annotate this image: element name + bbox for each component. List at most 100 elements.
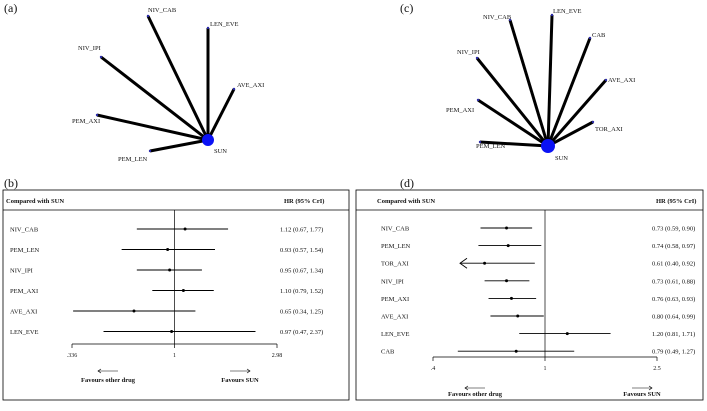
edge-ave-axi <box>546 79 608 147</box>
panel-label-b: (b) <box>4 176 18 190</box>
point-pem-axi <box>181 289 185 292</box>
node-pem-axi <box>476 98 480 102</box>
node-pem-len <box>478 140 482 144</box>
node-label-ave-axi: AVE_AXI <box>237 82 264 89</box>
node-ave-axi <box>604 78 608 82</box>
edge-ave-axi <box>206 88 236 141</box>
row-label-pem-axi: PEM_AXI <box>10 288 38 295</box>
header-hr: HR (95% CrI) <box>656 198 696 205</box>
favours-left-arrow <box>464 385 485 391</box>
row-label-ave-axi: AVE_AXI <box>10 309 37 316</box>
row-label-ave-axi: AVE_AXI <box>381 314 408 321</box>
point-niv-cab <box>183 227 187 231</box>
edge-cab <box>546 37 592 147</box>
row-hr-niv-cab: 1.12 (0.67, 1.77) <box>280 227 323 234</box>
node-niv-cab <box>146 14 150 18</box>
network-c: NIV_CAB LEN_EVE CAB NIV_IPI AVE_AXI PEM_AXI TO… <box>446 8 635 162</box>
node-label-ave-axi: AVE_AXI <box>608 77 635 84</box>
node-niv-ipi <box>475 56 479 60</box>
point-niv-ipi <box>505 279 509 283</box>
node-len-eve <box>206 26 210 30</box>
x-tick-label-2: 2.5 <box>653 366 661 372</box>
node-cab <box>588 36 592 40</box>
node-label-niv-ipi: NIV_IPI <box>457 49 480 56</box>
point-niv-cab <box>505 226 509 230</box>
forest-frame <box>355 189 704 401</box>
node-label-pem-axi: PEM_AXI <box>446 107 474 114</box>
point-ave-axi <box>132 309 136 313</box>
x-tick-label-1: 1 <box>544 366 547 372</box>
row-hr-len-eve: 1.20 (0.81, 1.71) <box>652 331 695 338</box>
favours-left-label: Favours other drug <box>81 377 136 384</box>
edge-tor-axi <box>547 120 594 148</box>
node-ave-axi <box>232 87 236 91</box>
node-label-sun: SUN <box>214 148 227 155</box>
panel-label-a: (a) <box>4 1 17 15</box>
node-label-tor-axi: TOR_AXI <box>595 126 623 133</box>
edge-len-eve <box>546 14 554 147</box>
node-niv-cab <box>508 18 512 22</box>
point-pem-len <box>166 248 170 251</box>
point-niv-ipi <box>168 268 172 272</box>
row-hr-pem-axi: 1.10 (0.79, 1.52) <box>280 288 323 295</box>
node-label-pem-len: PEM_LEN <box>118 156 148 163</box>
row-label-niv-ipi: NIV_IPI <box>381 278 404 285</box>
x-tick-label-0: .4 <box>431 366 436 372</box>
node-label-len-eve: LEN_EVE <box>553 8 582 15</box>
node-len-eve <box>550 13 554 17</box>
row-hr-niv-cab: 0.73 (0.59, 0.90) <box>652 226 695 233</box>
row-hr-len-eve: 0.97 (0.47, 2.37) <box>280 329 323 336</box>
header-compared: Compared with SUN <box>6 198 64 205</box>
edge-niv-ipi <box>475 57 550 147</box>
edge-pem-len <box>479 140 549 148</box>
row-hr-niv-ipi: 0.73 (0.61, 0.88) <box>652 278 695 285</box>
point-cab <box>514 349 518 353</box>
x-tick-label-0: .336 <box>67 353 78 359</box>
node-label-niv-cab: NIV_CAB <box>148 7 177 14</box>
node-sun <box>541 139 555 153</box>
row-label-pem-len: PEM_LEN <box>10 247 40 254</box>
network-a: NIV_CAB LEN_EVE NIV_IPI AVE_AXI PEM_AXI PEM_L… <box>72 7 264 163</box>
row-label-pem-axi: PEM_AXI <box>381 296 409 303</box>
panel-label-c: (c) <box>400 1 413 15</box>
point-len-eve <box>170 330 174 333</box>
forest-frame <box>2 189 350 401</box>
edge-pem-axi <box>477 98 549 148</box>
favours-left-arrow <box>97 368 118 374</box>
node-label-sun: SUN <box>555 155 568 162</box>
row-label-len-eve: LEN_EVE <box>381 331 410 338</box>
node-label-pem-axi: PEM_AXI <box>72 118 100 125</box>
row-hr-ave-axi: 0.65 (0.34, 1.25) <box>280 309 323 316</box>
node-label-pem-len: PEM_LEN <box>476 143 506 150</box>
point-ave-axi <box>516 314 520 318</box>
node-label-len-eve: LEN_EVE <box>210 21 239 28</box>
point-pem-axi <box>509 296 513 300</box>
favours-right-label: Favours SUN <box>623 391 661 398</box>
favours-right-arrow <box>230 368 251 374</box>
row-label-pem-len: PEM_LEN <box>381 243 411 250</box>
forest-plot-d: Compared with SUN HR (95% CrI) .4 1 2.5 NIV_C… <box>355 189 704 401</box>
row-label-tor-axi: TOR_AXI <box>381 261 409 268</box>
node-label-niv-cab: NIV_CAB <box>483 14 512 21</box>
favours-left-label: Favours other drug <box>448 391 503 398</box>
favours-right-label: Favours SUN <box>221 377 259 384</box>
row-hr-pem-len: 0.74 (0.58, 0.97) <box>652 243 695 250</box>
ci-arrow-tor-axi <box>459 257 468 269</box>
row-label-niv-ipi: NIV_IPI <box>10 268 33 275</box>
edge-niv-ipi <box>100 55 209 142</box>
row-hr-cab: 0.79 (0.49, 1.27) <box>652 349 695 356</box>
edge-niv-cab <box>146 15 210 141</box>
x-tick-label-2: 2.98 <box>272 353 283 359</box>
forest-plot-b: Compared with SUN HR (95% CrI) .336 1 2.98 NI… <box>2 189 350 401</box>
node-sun <box>202 134 214 146</box>
edge-pem-len <box>149 138 209 153</box>
node-pem-len <box>148 149 152 153</box>
row-hr-pem-axi: 0.76 (0.63, 0.93) <box>652 296 695 303</box>
row-hr-niv-ipi: 0.95 (0.67, 1.34) <box>280 268 323 275</box>
row-hr-ave-axi: 0.80 (0.64, 0.99) <box>652 314 695 321</box>
point-tor-axi <box>483 261 487 265</box>
row-hr-pem-len: 0.93 (0.57, 1.54) <box>280 247 323 254</box>
node-pem-axi <box>95 113 99 117</box>
edge-niv-cab <box>508 19 550 147</box>
row-label-cab: CAB <box>381 349 395 356</box>
